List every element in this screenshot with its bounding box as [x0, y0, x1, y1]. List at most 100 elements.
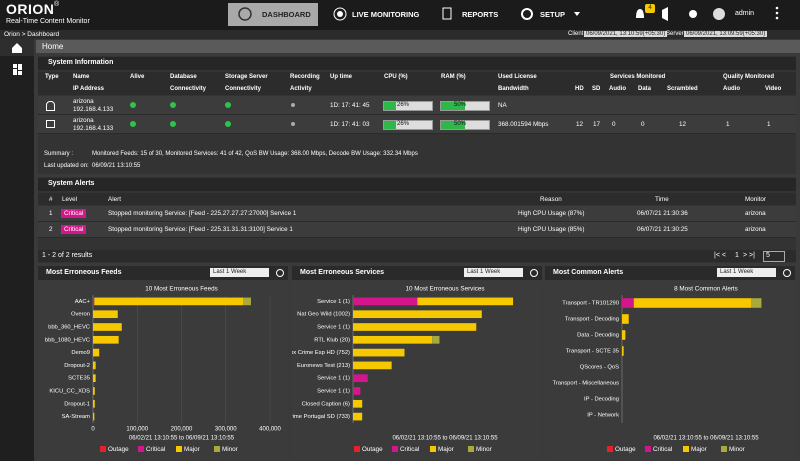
results-count: 1 - 2 of 2 results: [42, 252, 92, 259]
y-tick-label: Service 1 (1): [317, 325, 350, 331]
y-tick-label: AAC+: [75, 299, 91, 305]
updated: 06/09/21 13:10:55: [92, 163, 140, 169]
legend-label: Critical: [146, 446, 165, 453]
legend-swatch: [138, 446, 144, 452]
legend-label: Major: [438, 446, 454, 453]
column-header: Database: [170, 74, 197, 80]
x-tick-label: 400,000: [259, 427, 281, 433]
bar-segment: [353, 310, 482, 318]
y-tick-label: Transport - SCTE 35: [566, 349, 619, 355]
legend-swatch: [607, 446, 613, 452]
bar-segment: [353, 362, 392, 370]
panel-title: Most Erroneous Feeds: [46, 269, 121, 276]
column-header: Level: [62, 196, 77, 203]
grid-icon[interactable]: [18, 64, 22, 70]
bar-segment: [353, 349, 405, 357]
recording-dot: [291, 103, 295, 107]
bar-segment: [93, 336, 119, 344]
column-header: Up time: [330, 74, 352, 80]
grid-icon[interactable]: [13, 69, 17, 75]
bar-segment: [93, 362, 96, 370]
status-dot: [170, 102, 176, 108]
legend-swatch: [392, 446, 398, 452]
bar-segment: [243, 298, 251, 306]
user-name[interactable]: admin: [735, 10, 754, 17]
chart-title: 8 Most Common Alerts: [674, 286, 738, 293]
nav-tab[interactable]: DASHBOARD: [262, 10, 311, 19]
panel-title: Most Erroneous Services: [300, 269, 384, 276]
bar-segment: [353, 387, 360, 395]
nav-tab[interactable]: SETUP: [540, 10, 565, 19]
refresh-icon[interactable]: [783, 269, 791, 277]
page-size[interactable]: 5: [763, 251, 785, 262]
chart-title: 10 Most Erroneous Services: [405, 286, 484, 293]
kebab[interactable]: [776, 17, 779, 20]
bar-segment: [93, 413, 94, 421]
legend-label: Minor: [729, 446, 745, 453]
column-subheader: Audio: [723, 86, 740, 92]
notification-badge[interactable]: 4: [645, 4, 655, 13]
kebab[interactable]: [776, 7, 779, 10]
cpu-label: 26%: [397, 121, 409, 127]
period-select[interactable]: Last 1 Week: [464, 268, 523, 277]
legend-swatch: [645, 446, 651, 452]
count: 12: [576, 121, 583, 128]
column-subheader: Connectivity: [225, 86, 261, 92]
setup-icon: [522, 9, 532, 19]
y-tick-label: Transport - Miscellaneous: [553, 381, 620, 387]
refresh-icon[interactable]: [530, 269, 538, 277]
announce-icon[interactable]: [662, 7, 668, 21]
bar-segment: [353, 400, 362, 408]
y-tick-label: SA-Stream: [62, 414, 91, 420]
summary: Monitored Feeds: 15 of 30, Monitored Ser…: [92, 151, 418, 157]
client-label: Client: [568, 31, 583, 37]
host-name: arizona: [73, 98, 94, 105]
chart: 10 Most Erroneous Feeds0100,000200,00030…: [38, 281, 288, 461]
column-subheader: Scrambled: [667, 86, 698, 92]
alert-monitor: arizona: [745, 210, 766, 217]
y-tick-label: bbb_360_HEVC: [48, 325, 90, 331]
summary-label: Summary :: [44, 151, 73, 157]
x-tick-label: 300,000: [215, 427, 237, 433]
status-dot: [130, 102, 136, 108]
grid-icon[interactable]: [13, 64, 17, 68]
nav-tab[interactable]: REPORTS: [462, 10, 498, 19]
column-header: Reason: [540, 196, 562, 203]
breadcrumb: Orion > Dashboard: [4, 31, 59, 38]
page-nav[interactable]: |< <: [714, 252, 726, 259]
column-subheader: IP Address: [73, 86, 104, 92]
count: 12: [679, 121, 686, 128]
legend-label: Outage: [615, 446, 636, 453]
help-icon[interactable]: [689, 10, 697, 18]
bar-segment: [622, 346, 624, 356]
bar-segment: [353, 336, 432, 344]
legend-label: Major: [691, 446, 707, 453]
kebab[interactable]: [776, 12, 779, 15]
panel-title: System Information: [48, 59, 113, 66]
period-select[interactable]: Last 1 Week: [210, 268, 269, 277]
grid-icon[interactable]: [18, 71, 22, 75]
y-tick-label: bbb_1080_HEVC: [45, 337, 90, 343]
bar-segment: [353, 374, 368, 382]
page-number[interactable]: 1: [735, 252, 739, 259]
y-tick-label: Transport - TR101290: [562, 301, 619, 307]
y-tick-label: IP - Network: [587, 413, 619, 419]
y-tick-label: Data - Decoding: [577, 333, 619, 339]
bar-segment: [353, 323, 476, 331]
bell-icon[interactable]: [636, 9, 644, 18]
page-nav[interactable]: > >|: [743, 252, 755, 259]
y-tick-label: Nat Geo Wild (1002): [297, 312, 350, 318]
period-select[interactable]: Last 1 Week: [717, 268, 776, 277]
nav-tab[interactable]: LIVE MONITORING: [352, 10, 419, 19]
bar-segment: [622, 298, 634, 308]
refresh-icon[interactable]: [276, 269, 284, 277]
column-subheader: Connectivity: [170, 86, 206, 92]
chart-bg: [545, 281, 795, 461]
chart-title: 10 Most Erroneous Feeds: [145, 286, 217, 293]
bar-segment: [93, 349, 99, 357]
license: 368.001594 Mbps: [498, 121, 548, 128]
x-axis-label: 06/02/21 13:10:55 to 06/09/21 13:10:55: [653, 436, 759, 442]
legend-swatch: [214, 446, 220, 452]
avatar[interactable]: [713, 8, 725, 20]
y-tick-label: Closed Caption (6): [302, 401, 350, 407]
